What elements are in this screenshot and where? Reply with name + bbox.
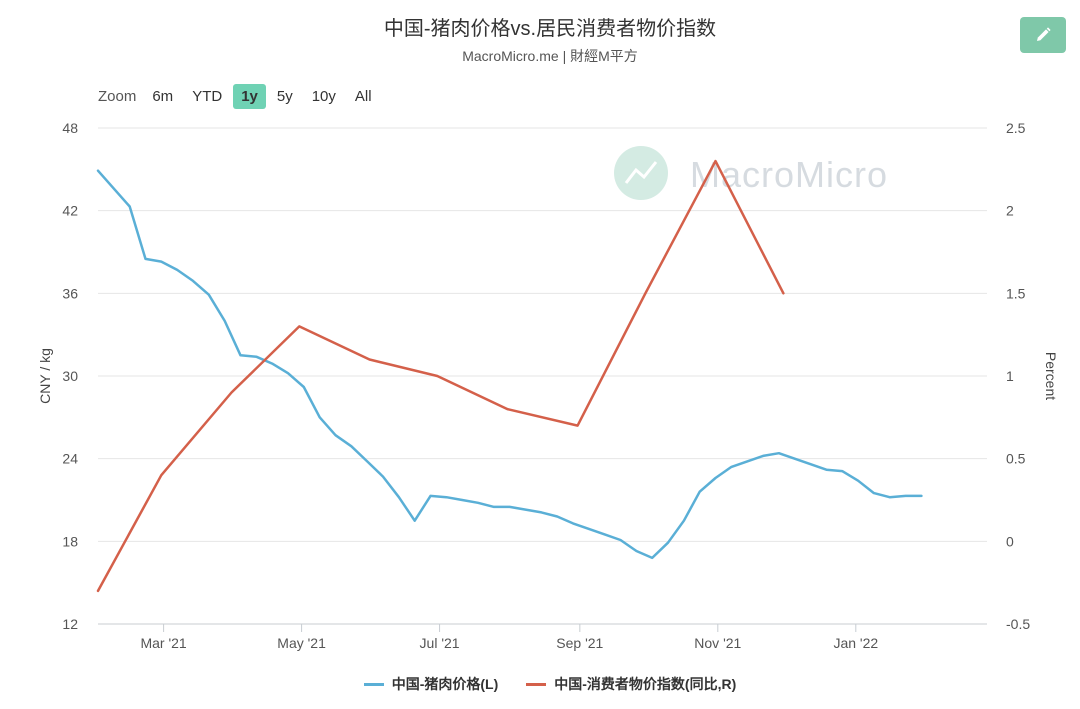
- pencil-icon: [1037, 27, 1051, 41]
- x-axis: Mar '21 May '21 Jul '21 Sep '21 Nov '21 Jan '…: [140, 624, 878, 651]
- y-axis-right-title: Percent: [1043, 352, 1059, 400]
- legend-label-pork: 中国-猪肉价格(L): [391, 676, 499, 692]
- y-right-tick-label: 0.5: [1006, 451, 1026, 467]
- x-tick-label: Jul '21: [420, 635, 460, 651]
- y-left-tick-label: 36: [62, 285, 78, 301]
- x-tick-label: Nov '21: [694, 635, 741, 651]
- y-left-tick-label: 48: [62, 120, 78, 136]
- series-group: [96, 159, 923, 593]
- legend-label-cpi: 中国-消费者物价指数(同比,R): [554, 676, 737, 692]
- y-axis-left: 12 18 24 30 36 42 48: [62, 120, 78, 632]
- zoom-all-button[interactable]: All: [354, 87, 372, 105]
- chart-subtitle: MacroMicro.me | 財經M平方: [462, 48, 638, 64]
- y-right-tick-label: 2: [1006, 203, 1014, 219]
- watermark: MacroMicro: [614, 146, 888, 200]
- legend-item-pork-price[interactable]: 中国-猪肉价格(L): [363, 674, 499, 694]
- zoom-10y-button[interactable]: 10y: [311, 87, 336, 105]
- y-left-tick-label: 30: [62, 368, 78, 384]
- x-tick-label: Mar '21: [140, 635, 186, 651]
- watermark-text: MacroMicro: [690, 154, 888, 195]
- y-left-tick-label: 18: [62, 533, 78, 549]
- y-right-tick-label: -0.5: [1006, 616, 1030, 632]
- legend-swatch-pork: [363, 682, 384, 686]
- x-tick-label: Jan '22: [833, 635, 878, 651]
- series-line-cpi[interactable]: [96, 159, 785, 593]
- legend-item-cpi[interactable]: 中国-消费者物价指数(同比,R): [526, 674, 736, 694]
- y-right-tick-label: 2.5: [1006, 120, 1026, 136]
- grid: [98, 127, 987, 625]
- legend-swatch-cpi: [526, 682, 547, 686]
- zoom-bar: Zoom 6m YTD 1y 5y 10y All: [98, 81, 383, 111]
- x-tick-label: Sep '21: [556, 635, 603, 651]
- y-left-tick-label: 42: [62, 203, 78, 219]
- chart-title: 中国-猪肉价格vs.居民消费者物价指数: [383, 18, 717, 40]
- zoom-5y-button[interactable]: 5y: [276, 87, 293, 105]
- zoom-label: Zoom: [98, 87, 137, 105]
- y-right-tick-label: 1: [1006, 368, 1014, 384]
- series-line-pork-price[interactable]: [96, 169, 923, 560]
- y-axis-left-title: CNY / kg: [37, 348, 53, 404]
- watermark-logo-line: [624, 161, 658, 184]
- x-tick-label: May '21: [277, 635, 326, 651]
- legend: 中国-猪肉价格(L) 中国-消费者物价指数(同比,R): [0, 674, 1080, 694]
- y-left-tick-label: 12: [62, 616, 78, 632]
- y-left-tick-label: 24: [62, 451, 78, 467]
- edit-button[interactable]: [1020, 17, 1066, 53]
- zoom-6m-button[interactable]: 6m: [152, 87, 174, 105]
- y-right-tick-label: 1.5: [1006, 285, 1026, 301]
- y-right-tick-label: 0: [1006, 533, 1014, 549]
- zoom-ytd-button[interactable]: YTD: [192, 87, 223, 105]
- zoom-1y-button[interactable]: 1y: [233, 83, 266, 109]
- y-axis-right: -0.5 0 0.5 1 1.5 2 2.5: [1006, 120, 1030, 632]
